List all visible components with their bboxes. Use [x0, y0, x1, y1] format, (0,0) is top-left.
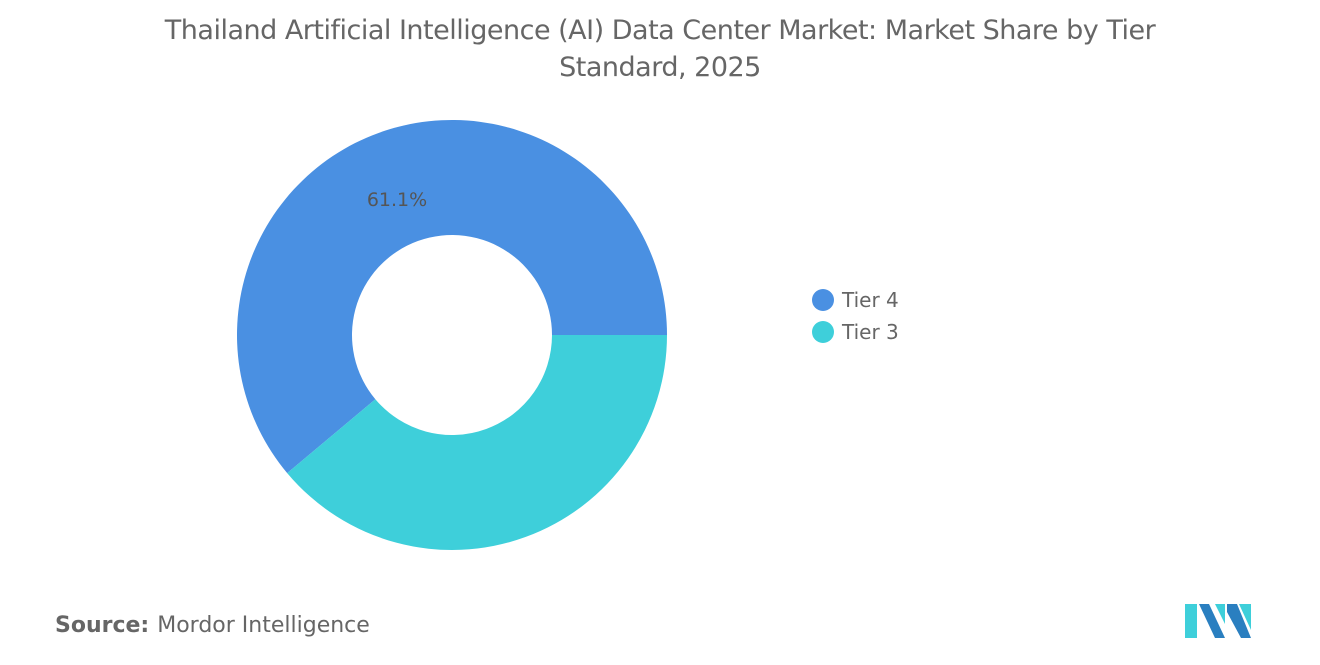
source-label: Source: — [55, 613, 150, 638]
source-value: Mordor Intelligence — [157, 613, 370, 638]
source-note: Source: Mordor Intelligence — [55, 613, 370, 638]
chart-title: Thailand Artificial Intelligence (AI) Da… — [164, 15, 1156, 83]
legend-label: Tier 4 — [842, 288, 899, 312]
legend: Tier 4 Tier 3 — [812, 284, 899, 348]
legend-swatch — [812, 289, 834, 311]
legend-label: Tier 3 — [842, 320, 899, 344]
mordor-logo — [1185, 604, 1251, 638]
slice-tier-4 — [237, 120, 667, 474]
data-label: 61.1% — [367, 189, 427, 211]
legend-swatch — [812, 321, 834, 343]
slice-tier-3 — [287, 335, 667, 550]
legend-item-tier-4: Tier 4 — [812, 284, 899, 316]
legend-item-tier-3: Tier 3 — [812, 316, 899, 348]
